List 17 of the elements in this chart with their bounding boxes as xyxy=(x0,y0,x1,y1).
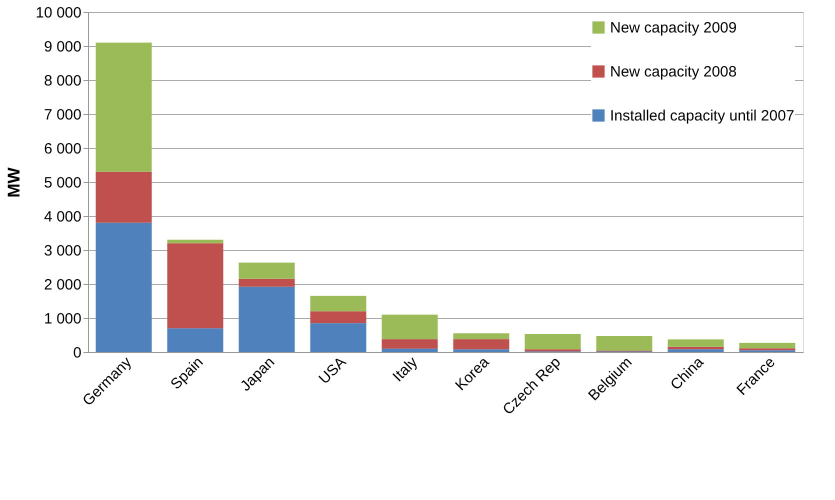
y-tick-label: 2 000 xyxy=(44,276,82,294)
y-tick-label: 4 000 xyxy=(44,208,82,226)
legend-label: New capacity 2008 xyxy=(610,64,737,80)
x-tick-label: Italy xyxy=(390,353,422,386)
legend-label: Installed capacity until 2007 xyxy=(610,108,794,124)
x-tick-label: USA xyxy=(316,354,350,388)
y-tick-label: 7 000 xyxy=(44,106,82,124)
y-tick-label: 0 xyxy=(73,344,82,362)
y-tick-label: 10 000 xyxy=(36,4,82,22)
y-tick-label: 5 000 xyxy=(44,174,82,192)
y-tick-label: 9 000 xyxy=(44,38,82,56)
y-tick-label: 1 000 xyxy=(44,310,82,328)
y-axis-title: MW xyxy=(4,166,24,198)
y-tick-label: 8 000 xyxy=(44,72,82,90)
legend-label: New capacity 2009 xyxy=(610,20,737,36)
y-tick-label: 3 000 xyxy=(44,242,82,260)
y-tick-label: 6 000 xyxy=(44,140,82,158)
